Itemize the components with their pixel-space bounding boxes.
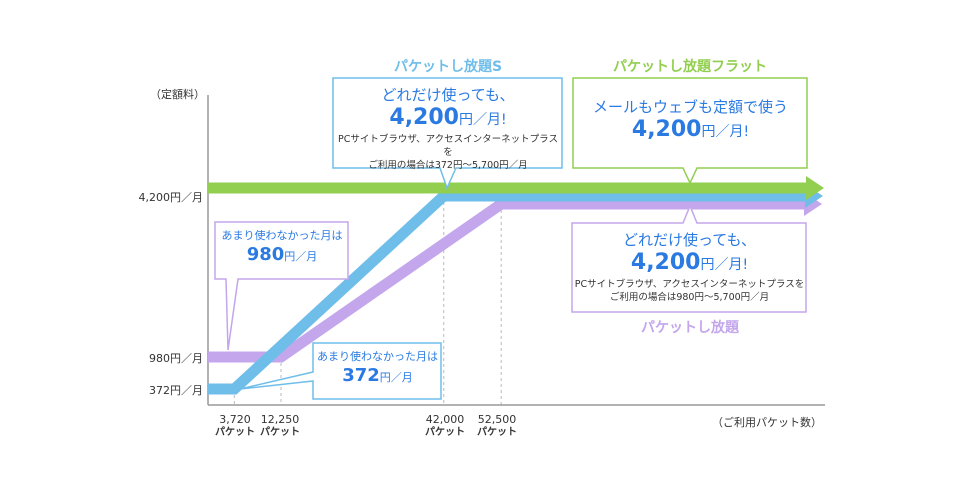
title-packet-s: パケットし放題S [393, 59, 503, 75]
y-tick-980: 980円／月 [149, 352, 203, 365]
callout-normal-min: あまり使わなかった月は 980円／月 [221, 229, 343, 265]
x-tick-42000: 42,000 パケット [425, 413, 465, 438]
series-line-2 [208, 198, 808, 363]
y-tick-372: 372円／月 [149, 384, 203, 397]
title-packet-flat: パケットし放題フラット [613, 59, 767, 75]
y-tick-4200: 4,200円／月 [138, 191, 204, 204]
y-axis-label: （定額料） [150, 88, 205, 101]
series-arrow-0 [806, 176, 824, 200]
x-tick-3720: 3,720 パケット [215, 413, 255, 438]
callout-box-s [332, 77, 563, 191]
callout-flat-main: メールもウェブも定額で使う 4,200円／月! [592, 98, 788, 142]
callout-box-normal-min [214, 221, 349, 351]
callout-normal-main: どれだけ使っても、 4,200円／月! PCサイトブラウザ、アクセスインターネッ… [574, 231, 805, 303]
callout-box-s-min [239, 342, 442, 400]
callout-box-normal [571, 204, 807, 313]
callout-s-main: どれだけ使っても、 4,200円／月! PCサイトブラウザ、アクセスインターネッ… [338, 86, 558, 171]
callout-s-min: あまり使わなかった月は 372円／月 [317, 350, 438, 386]
callout-box-flat [572, 77, 808, 185]
x-tick-12250: 12,250 パケット [260, 413, 300, 438]
x-axis-label: （ご利用パケット数） [712, 416, 822, 429]
title-packet-normal: パケットし放題 [641, 320, 739, 336]
series-line-1 [208, 190, 809, 395]
x-tick-52500: 52,500 パケット [477, 413, 517, 438]
